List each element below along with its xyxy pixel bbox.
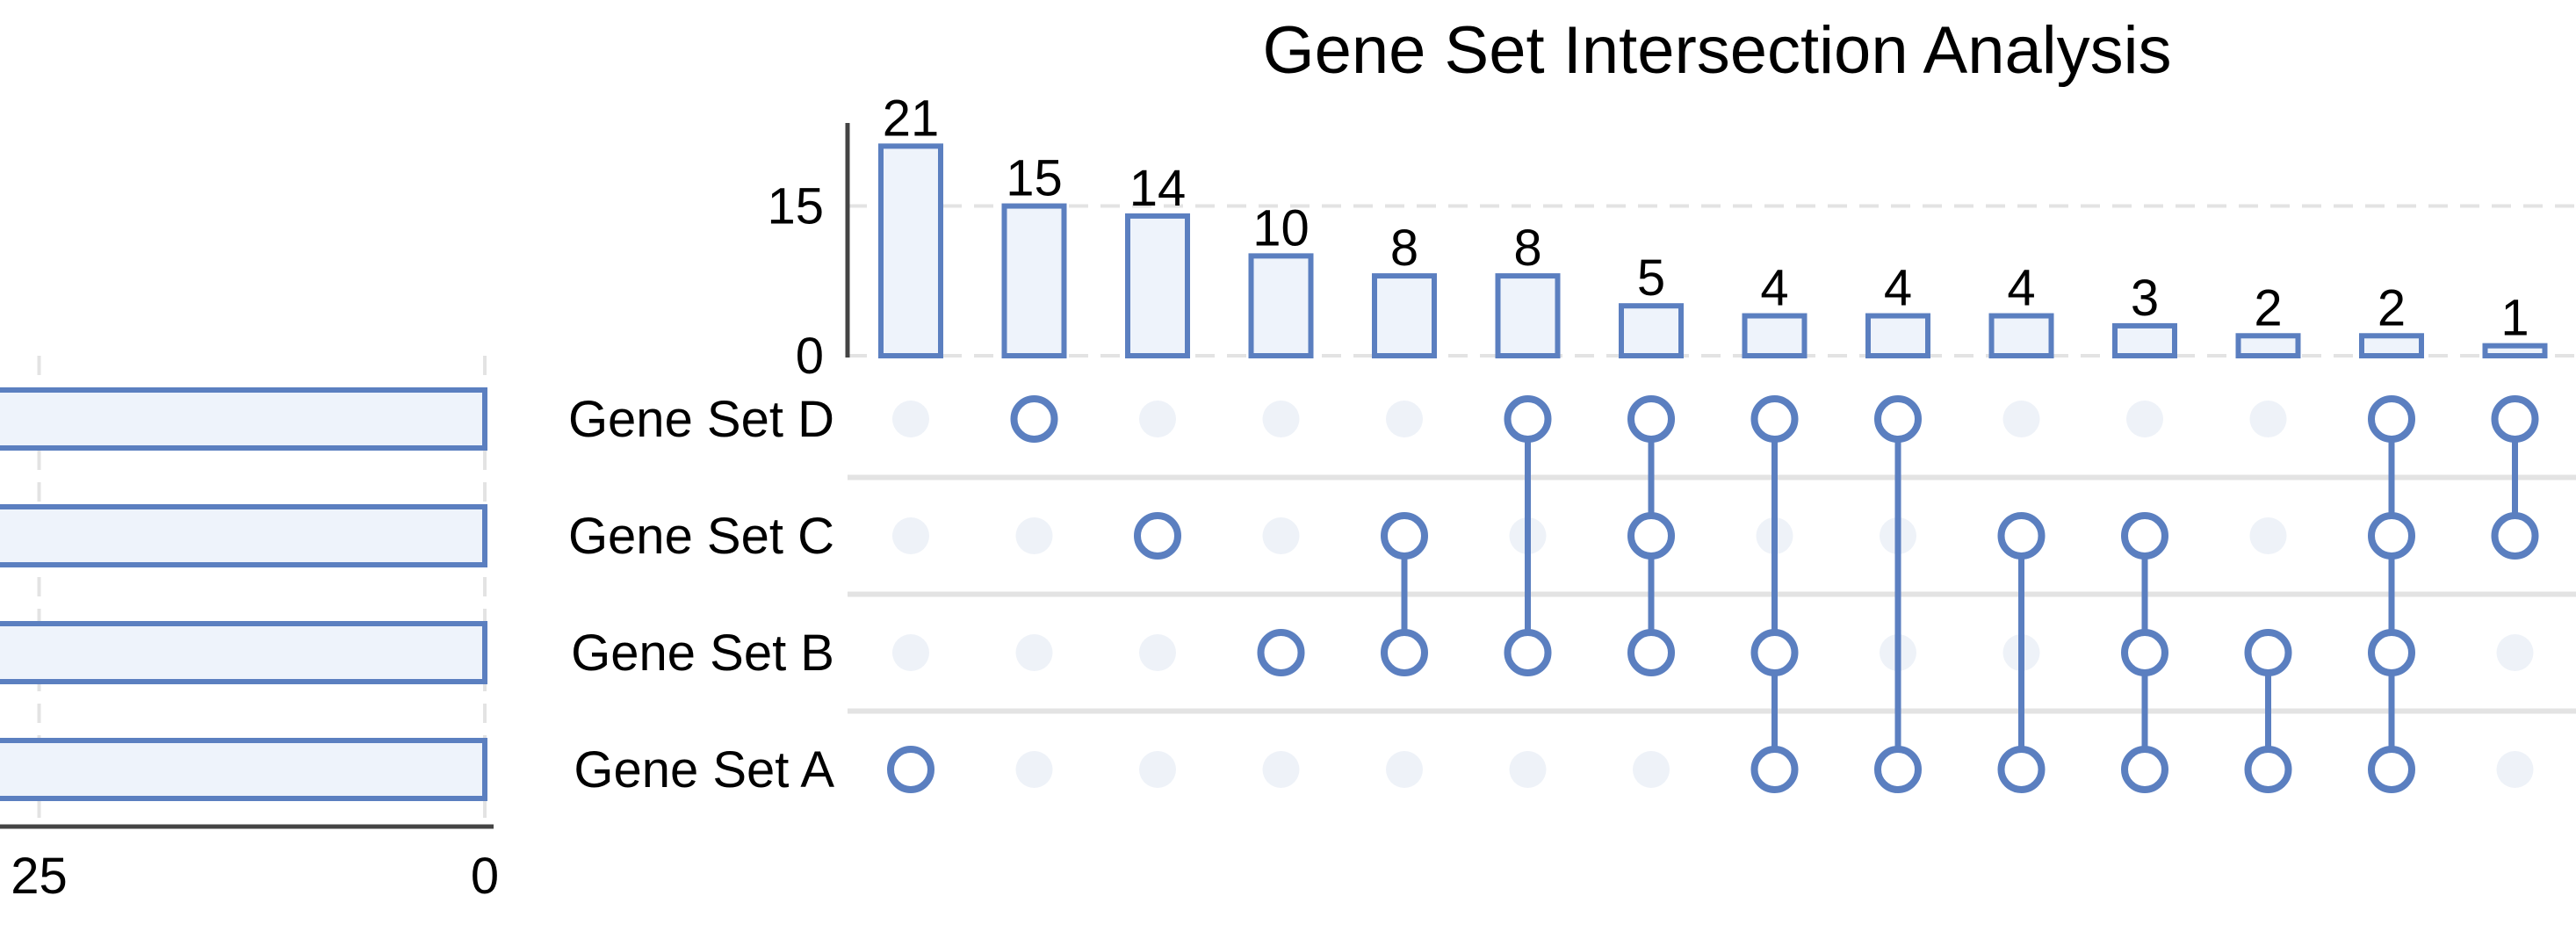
matrix-dot-inactive: [1015, 517, 1053, 554]
matrix-dot-inactive: [2496, 751, 2534, 788]
intersection-bar: [1001, 203, 1067, 358]
set-size-tick-label: 0: [471, 848, 499, 905]
intersection-bar-label: 1: [2500, 290, 2529, 347]
matrix-dot-inactive: [1386, 401, 1423, 437]
matrix-dot-active: [1750, 395, 1799, 443]
matrix-dot-inactive: [2496, 634, 2534, 671]
matrix-dot-active: [1381, 629, 1428, 676]
intersection-tick-label: 0: [796, 328, 824, 385]
set-label: Gene Set B: [571, 625, 834, 682]
intersection-bar: [1865, 313, 1930, 358]
set-size-bar: [0, 504, 488, 567]
matrix-dot-active: [2491, 512, 2539, 560]
matrix-dot-active: [2244, 629, 2292, 676]
matrix-dot-inactive: [1139, 751, 1176, 788]
matrix-dot-active: [1504, 395, 1552, 443]
matrix-dot-inactive: [2002, 401, 2040, 437]
matrix-dot-inactive: [892, 634, 929, 671]
intersection-bar-label: 4: [2007, 260, 2035, 317]
matrix-dot-active: [2368, 629, 2415, 676]
matrix-dot-active: [1134, 512, 1181, 560]
matrix-dot-active: [1504, 629, 1552, 676]
intersection-bar: [878, 143, 943, 358]
intersection-bar-label: 14: [1129, 160, 1187, 217]
intersection-bar-label: 8: [1390, 220, 1418, 277]
matrix-dot-inactive: [1262, 401, 1300, 437]
intersection-bar: [1248, 253, 1314, 359]
matrix-dot-active: [2244, 746, 2292, 793]
matrix-dot-active: [1874, 395, 1922, 443]
set-label: Gene Set D: [568, 391, 834, 448]
matrix-dot-active: [1381, 512, 1428, 560]
matrix-dot-active: [2121, 746, 2168, 793]
intersection-bar: [1619, 303, 1684, 359]
intersection-bar-label: 15: [1006, 150, 1063, 207]
intersection-tick-label: 15: [767, 178, 824, 235]
matrix-dot-active: [2491, 395, 2539, 443]
matrix-dot-inactive: [2249, 401, 2287, 437]
matrix-dot-inactive: [892, 517, 929, 554]
matrix-dot-inactive: [1015, 634, 1053, 671]
matrix-dot-inactive: [1139, 401, 1176, 437]
intersection-bar: [1495, 273, 1561, 358]
matrix-dot-active: [2368, 512, 2415, 560]
matrix-dot-active: [1750, 746, 1799, 793]
matrix-dot-inactive: [1633, 751, 1670, 788]
matrix-dot-inactive: [892, 401, 929, 437]
matrix-dot-inactive: [1015, 751, 1053, 788]
matrix-dot-active: [1627, 629, 1675, 676]
matrix-dot-active: [1997, 512, 2046, 560]
matrix-dot-active: [1627, 395, 1675, 443]
matrix-dot-active: [887, 746, 934, 793]
intersection-bar-label: 2: [2378, 279, 2406, 336]
intersection-bar-label: 21: [883, 90, 940, 147]
chart-title: Gene Set Intersection Analysis: [1262, 13, 2171, 88]
matrix-dot-inactive: [1386, 751, 1423, 788]
intersection-bar-label: 2: [2254, 279, 2282, 336]
intersection-bar: [1125, 213, 1190, 358]
intersection-bar: [2482, 343, 2548, 358]
set-size-tick-label: 25: [11, 848, 68, 905]
matrix-dot-active: [1010, 395, 1058, 443]
intersection-bar-label: 5: [1637, 249, 1665, 307]
matrix-dot-active: [1627, 512, 1675, 560]
matrix-dot-inactive: [1262, 517, 1300, 554]
set-size-bar: [0, 387, 487, 451]
matrix-dot-active: [1750, 629, 1799, 676]
intersection-bar-label: 3: [2131, 270, 2159, 327]
matrix-dot-active: [1257, 629, 1305, 676]
intersection-bar-label: 10: [1252, 199, 1310, 256]
intersection-bar-label: 4: [1884, 260, 1912, 317]
matrix-dot-inactive: [1139, 634, 1176, 671]
matrix-dot-inactive: [1509, 751, 1547, 788]
intersection-bar-label: 8: [1513, 220, 1541, 277]
intersection-bar: [1988, 313, 2054, 358]
intersection-bar: [1742, 313, 1808, 358]
matrix-dot-inactive: [2126, 401, 2163, 437]
intersection-bar: [2359, 333, 2424, 359]
intersection-bar-label: 4: [1760, 260, 1788, 317]
intersection-bar: [2235, 333, 2301, 359]
set-size-bar: [0, 621, 487, 684]
matrix-dot-active: [2121, 629, 2168, 676]
set-size-bar: [0, 738, 487, 801]
intersection-bar: [2112, 322, 2177, 358]
matrix-dot-active: [2368, 746, 2415, 793]
matrix-dot-active: [2121, 512, 2168, 560]
set-label: Gene Set A: [574, 741, 834, 798]
matrix-dot-active: [2368, 395, 2415, 443]
matrix-dot-inactive: [2249, 517, 2287, 554]
matrix-dot-inactive: [1262, 751, 1300, 788]
matrix-dot-active: [1997, 746, 2046, 793]
set-label: Gene Set C: [568, 508, 834, 565]
intersection-bar: [1372, 273, 1437, 358]
matrix-dot-active: [1874, 746, 1922, 793]
